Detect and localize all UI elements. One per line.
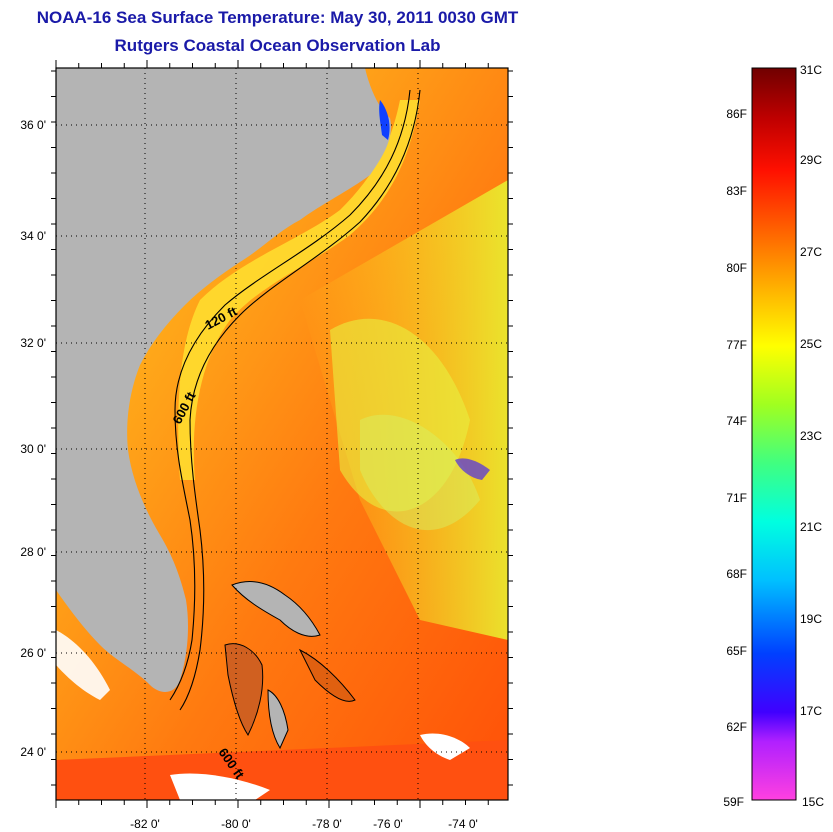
colorbar-fahrenheit-label: 62F — [726, 720, 747, 734]
temperature-colorbar — [751, 67, 797, 801]
bahamas-andros — [267, 689, 289, 750]
cloud-south — [170, 773, 270, 800]
axis-ticks — [51, 60, 513, 808]
colorbar-celsius-label: 27C — [800, 245, 822, 259]
land-mass — [56, 68, 391, 692]
lon-label: -80 0' — [221, 817, 251, 831]
colorbar-celsius-label: 23C — [800, 429, 822, 443]
shelf-band — [178, 100, 420, 480]
colorbar-fahrenheit-label: 65F — [726, 644, 747, 658]
colorbar-fahrenheit-label: 59F — [723, 795, 744, 809]
map-grid — [56, 68, 508, 800]
lat-label: 36 0' — [20, 118, 46, 132]
lat-label: 26 0' — [20, 646, 46, 660]
bahamas-bank — [224, 643, 264, 736]
cold-patch-north — [379, 100, 390, 140]
colorbar-fahrenheit-label: 77F — [726, 338, 747, 352]
lon-label: -78 0' — [312, 817, 342, 831]
lat-label: 34 0' — [20, 229, 46, 243]
lon-label: -76 0' — [373, 817, 403, 831]
colorbar-fahrenheit-label: 80F — [726, 261, 747, 275]
south-warm — [56, 740, 508, 800]
colorbar-celsius-label: 25C — [800, 337, 822, 351]
colorbar-celsius-label: 19C — [800, 612, 822, 626]
cloud-patch — [56, 630, 110, 700]
lat-label: 32 0' — [20, 336, 46, 350]
lat-label: 24 0' — [20, 745, 46, 759]
colorbar-celsius-label: 21C — [800, 520, 822, 534]
colorbar-fahrenheit-label: 74F — [726, 414, 747, 428]
colorbar-fahrenheit-label: 68F — [726, 567, 747, 581]
colorbar-celsius-label: 31C — [800, 63, 822, 77]
colorbar-fahrenheit-label: 86F — [726, 107, 747, 121]
colorbar-celsius-label: 15C — [802, 795, 824, 809]
lon-label: -74 0' — [448, 817, 478, 831]
isobath-600ft — [179, 89, 421, 711]
isobath-120ft — [169, 89, 411, 701]
cold-patch-east — [455, 458, 490, 480]
map-subtitle: Rutgers Coastal Ocean Observation Lab — [114, 36, 441, 55]
lat-label: 30 0' — [20, 442, 46, 456]
map-panel — [56, 68, 508, 800]
bahamas-exuma — [298, 648, 356, 702]
green-patch — [360, 414, 480, 531]
colorbar-celsius-label: 29C — [800, 153, 822, 167]
lon-label: -82 0' — [130, 817, 160, 831]
bahamas-abaco — [231, 581, 321, 637]
colorbar-fahrenheit-label: 83F — [726, 184, 747, 198]
lat-label: 28 0' — [20, 545, 46, 559]
colorbar-celsius-label: 17C — [800, 704, 822, 718]
map-frame — [55, 67, 509, 801]
colorbar-fahrenheit-label: 71F — [726, 491, 747, 505]
cloud-east — [420, 733, 470, 760]
map-title: NOAA-16 Sea Surface Temperature: May 30,… — [36, 8, 519, 27]
